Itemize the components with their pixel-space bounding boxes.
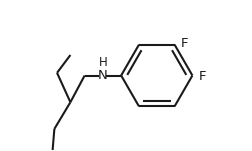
Text: F: F xyxy=(198,70,205,83)
Text: H: H xyxy=(99,56,107,69)
Text: N: N xyxy=(97,69,107,82)
Text: F: F xyxy=(180,37,187,50)
